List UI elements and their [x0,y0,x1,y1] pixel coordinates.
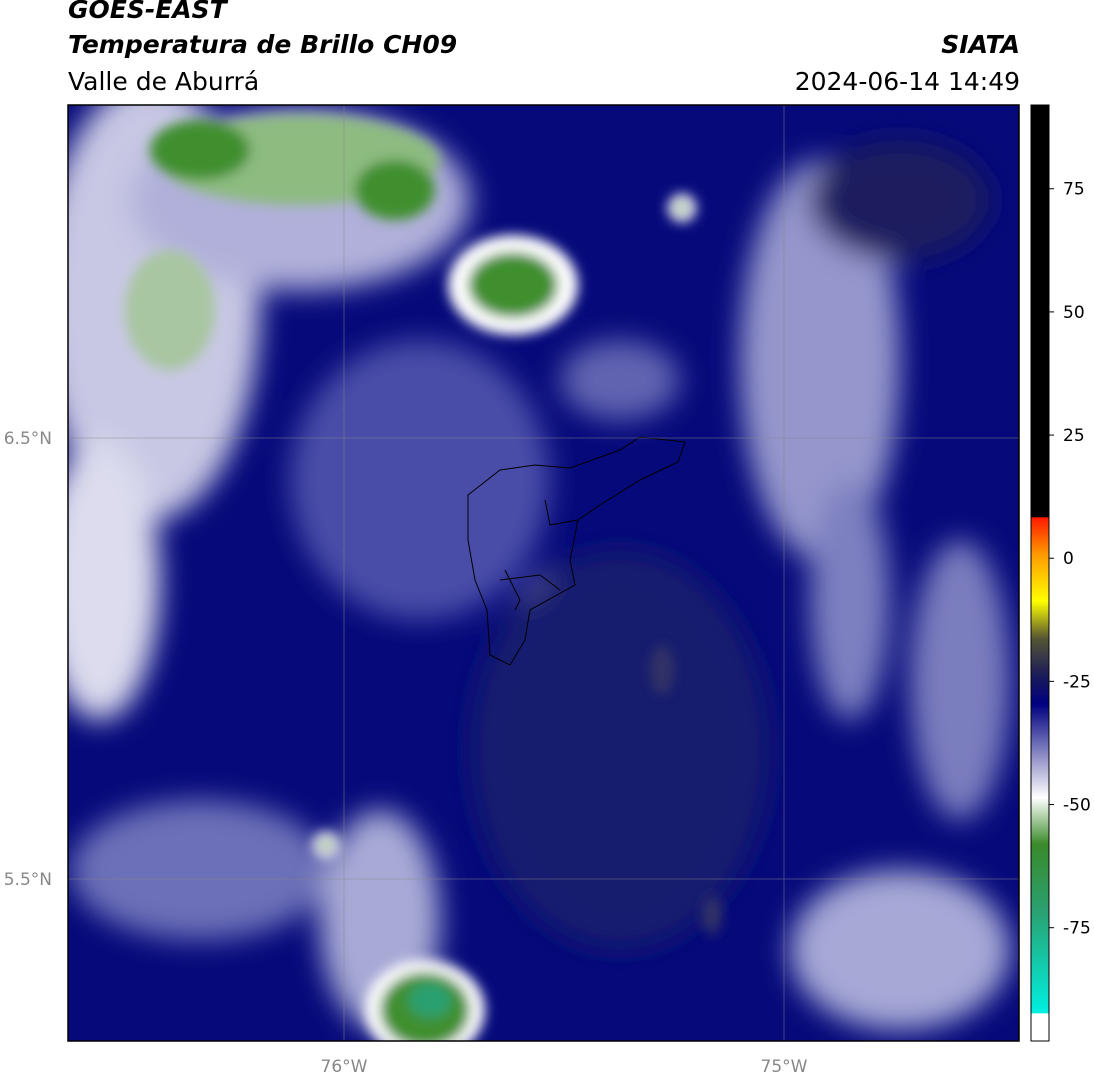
colorbar-tick-label: 50 [1063,303,1085,323]
lat-label: 6.5°N [4,429,52,449]
colorbar-tick-label: 75 [1063,180,1085,200]
colorbar-tick-label: -50 [1063,796,1091,816]
satellite-image [68,105,1019,1041]
colorbar-tick-label: 25 [1063,426,1085,446]
subtitle: Temperatura de Brillo CH09 [68,30,458,59]
colorbar [1030,104,1050,1042]
colorbar-tick-label: -75 [1063,919,1091,939]
title: GOES-EAST [68,0,227,24]
colorbar-tick-label: -25 [1063,672,1091,692]
basin-outline [467,436,686,666]
colorbar-tick-label: 0 [1063,549,1074,569]
timestamp: 2024-06-14 14:49 [794,67,1020,96]
region: Valle de Aburrá [68,67,260,96]
lat-label: 5.5°N [4,870,52,890]
lon-label: 76°W [321,1057,368,1077]
lon-label: 75°W [761,1057,808,1077]
map-frame [67,104,1020,1042]
agency: SIATA [941,30,1020,59]
graticule [68,105,1019,1041]
